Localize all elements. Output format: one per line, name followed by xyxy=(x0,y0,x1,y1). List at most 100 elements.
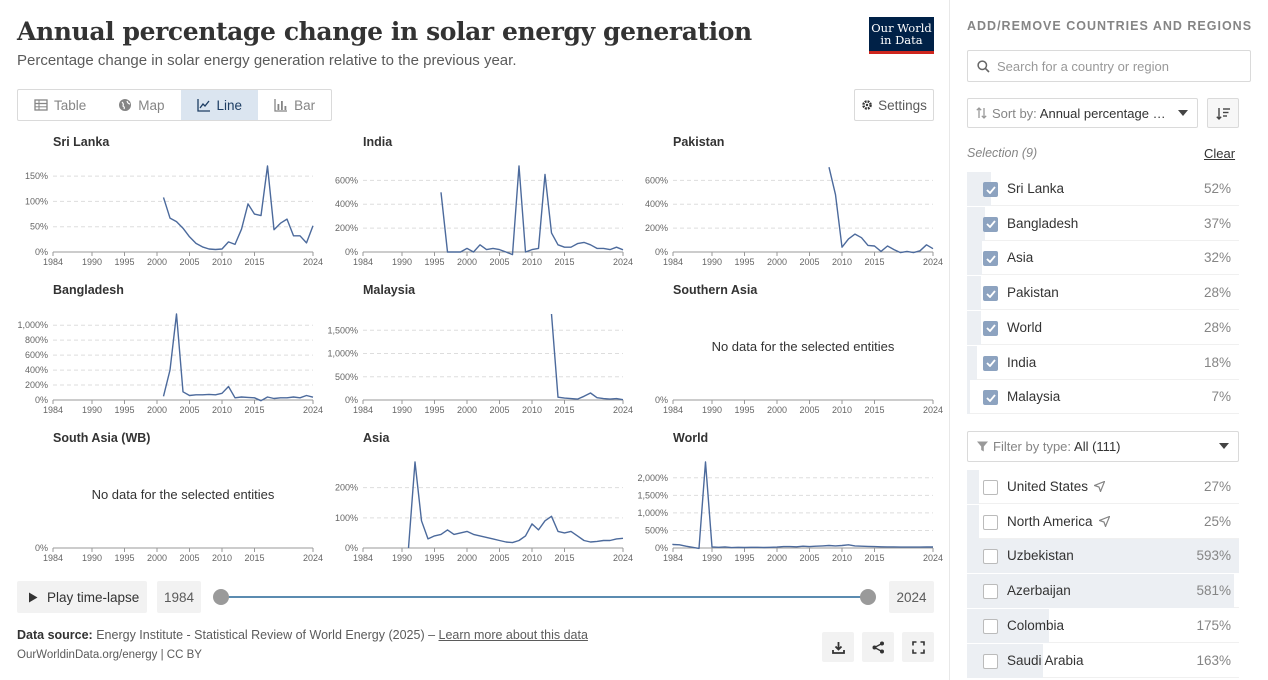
source-url[interactable]: OurWorldinData.org/energy | CC BY xyxy=(17,649,202,661)
entity-name: Bangladesh xyxy=(1007,216,1078,231)
entity-name: India xyxy=(1007,355,1036,370)
entity-row[interactable]: Asia 32% xyxy=(967,241,1239,276)
timeline-slider[interactable] xyxy=(221,596,868,598)
series-line[interactable] xyxy=(162,313,314,402)
checkbox[interactable] xyxy=(983,390,998,406)
series-line[interactable] xyxy=(828,167,934,254)
checkbox[interactable] xyxy=(983,320,998,336)
checkbox[interactable] xyxy=(983,480,998,495)
entity-row[interactable]: Bangladesh 37% xyxy=(967,206,1239,241)
x-tick-label: 2024 xyxy=(923,405,943,415)
entity-row[interactable]: World 28% xyxy=(967,310,1239,345)
sort-order-button[interactable] xyxy=(1207,98,1239,128)
download-button[interactable] xyxy=(822,632,854,662)
entity-row[interactable]: Malaysia 7% xyxy=(967,380,1239,415)
x-tick-label: 2015 xyxy=(864,553,884,563)
checkbox[interactable] xyxy=(983,251,998,267)
x-tick-label: 1990 xyxy=(392,257,412,267)
x-tick-label: 2010 xyxy=(522,553,542,563)
checkbox[interactable] xyxy=(983,584,998,600)
tab-bar[interactable]: Bar xyxy=(258,90,331,120)
entity-value: 593% xyxy=(1196,548,1231,564)
tab-label: Map xyxy=(138,97,165,113)
no-data-message: No data for the selected entities xyxy=(712,339,895,354)
series-line[interactable] xyxy=(440,165,624,256)
tab-line[interactable]: Line xyxy=(180,90,259,120)
download-icon xyxy=(831,641,845,654)
chart-type-tabs: Table Map Line Bar xyxy=(17,89,333,121)
share-button[interactable] xyxy=(862,632,894,662)
x-tick-label: 2010 xyxy=(522,405,542,415)
entity-row[interactable]: Uzbekistan 593% xyxy=(967,539,1239,574)
checkbox[interactable] xyxy=(983,216,998,232)
entity-name: Colombia xyxy=(1007,618,1064,633)
end-year[interactable]: 2024 xyxy=(889,581,934,613)
play-timelapse-button[interactable]: Play time-lapse xyxy=(17,581,147,613)
tab-table[interactable]: Table xyxy=(18,90,102,120)
search-box[interactable] xyxy=(967,50,1251,82)
filter-label: Filter by type: xyxy=(993,439,1072,454)
checkbox[interactable] xyxy=(983,182,998,197)
entity-value: 7% xyxy=(1211,389,1231,405)
series-line[interactable] xyxy=(407,461,624,549)
entity-row[interactable]: North America 25% xyxy=(967,504,1239,539)
checkbox[interactable] xyxy=(983,618,998,634)
checkbox[interactable] xyxy=(983,286,998,302)
search-input[interactable] xyxy=(997,58,1237,74)
tab-label: Table xyxy=(54,97,87,113)
x-tick-label: 2000 xyxy=(147,553,167,563)
start-year[interactable]: 1984 xyxy=(157,581,201,613)
filter-icon xyxy=(977,441,988,452)
filter-dropdown[interactable]: Filter by type: All (111) xyxy=(967,431,1239,462)
logo-line-2: in Data xyxy=(880,33,923,47)
start-handle[interactable] xyxy=(213,589,229,605)
checkmark-icon xyxy=(985,185,996,194)
y-tick-label: 0% xyxy=(655,543,668,553)
settings-button[interactable]: Settings xyxy=(854,89,934,121)
entity-value: 175% xyxy=(1196,617,1231,633)
clear-selection-button[interactable]: Clear xyxy=(1204,146,1236,161)
play-icon xyxy=(29,592,38,602)
checkbox[interactable] xyxy=(983,355,998,371)
end-handle[interactable] xyxy=(860,589,876,605)
y-tick-label: 600% xyxy=(335,175,358,185)
owid-logo[interactable]: Our World in Data xyxy=(869,17,934,54)
entity-name: World xyxy=(1007,320,1042,335)
tab-map[interactable]: Map xyxy=(102,90,180,120)
chart-title: India xyxy=(363,135,393,149)
entity-row[interactable]: United States 27% xyxy=(967,470,1239,504)
fullscreen-button[interactable] xyxy=(902,632,934,662)
entity-row[interactable]: Pakistan 28% xyxy=(967,276,1239,311)
entity-name-text: Saudi Arabia xyxy=(1007,652,1084,668)
y-tick-label: 600% xyxy=(25,350,48,360)
value-bar xyxy=(967,574,1234,609)
learn-more-link[interactable]: Learn more about this data xyxy=(438,628,588,642)
entity-row[interactable]: Sri Lanka 52% xyxy=(967,172,1239,206)
checkbox[interactable] xyxy=(983,549,998,565)
y-tick-label: 1,000% xyxy=(327,349,358,359)
sort-dropdown[interactable]: Sort by: Annual percentage change in sol… xyxy=(967,98,1198,128)
entity-value: 27% xyxy=(1203,479,1231,494)
value-bar xyxy=(967,241,982,276)
x-tick-label: 1984 xyxy=(353,553,373,563)
caret-down-icon xyxy=(1178,110,1188,116)
entity-row[interactable]: Saudi Arabia 163% xyxy=(967,643,1239,678)
checkmark-icon xyxy=(985,359,996,367)
x-tick-label: 2005 xyxy=(179,405,199,415)
x-tick-label: 2024 xyxy=(923,553,943,563)
entity-name-text: North America xyxy=(1007,513,1093,529)
checkbox[interactable] xyxy=(983,653,998,669)
selection-count: Selection (9) xyxy=(967,146,1038,160)
entity-row[interactable]: India 18% xyxy=(967,345,1239,380)
x-tick-label: 1984 xyxy=(43,257,63,267)
entity-row[interactable]: Colombia 175% xyxy=(967,608,1239,643)
entity-name: Uzbekistan xyxy=(1007,548,1074,563)
series-line[interactable] xyxy=(550,313,624,401)
x-tick-label: 1984 xyxy=(43,553,63,563)
y-tick-label: 1,000% xyxy=(637,508,668,518)
x-tick-label: 2000 xyxy=(457,405,477,415)
entity-row[interactable]: Azerbaijan 581% xyxy=(967,574,1239,609)
checkbox[interactable] xyxy=(983,514,998,530)
series-line[interactable] xyxy=(162,165,314,251)
series-line[interactable] xyxy=(672,461,933,550)
